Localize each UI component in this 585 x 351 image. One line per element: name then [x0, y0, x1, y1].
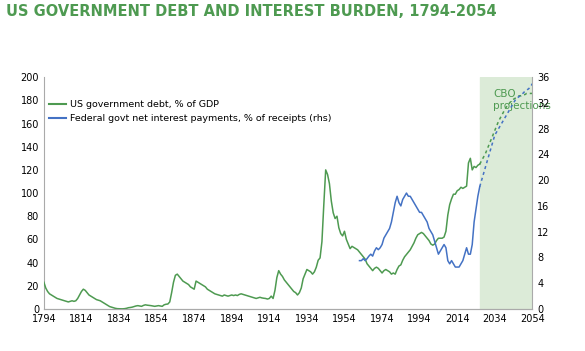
Text: US GOVERNMENT DEBT AND INTEREST BURDEN, 1794-2054: US GOVERNMENT DEBT AND INTEREST BURDEN, …	[6, 4, 497, 19]
Text: CBO
projections: CBO projections	[493, 89, 550, 111]
Legend: US government debt, % of GDP, Federal govt net interest payments, % of receipts : US government debt, % of GDP, Federal go…	[49, 100, 332, 123]
Bar	[480, 77, 532, 309]
